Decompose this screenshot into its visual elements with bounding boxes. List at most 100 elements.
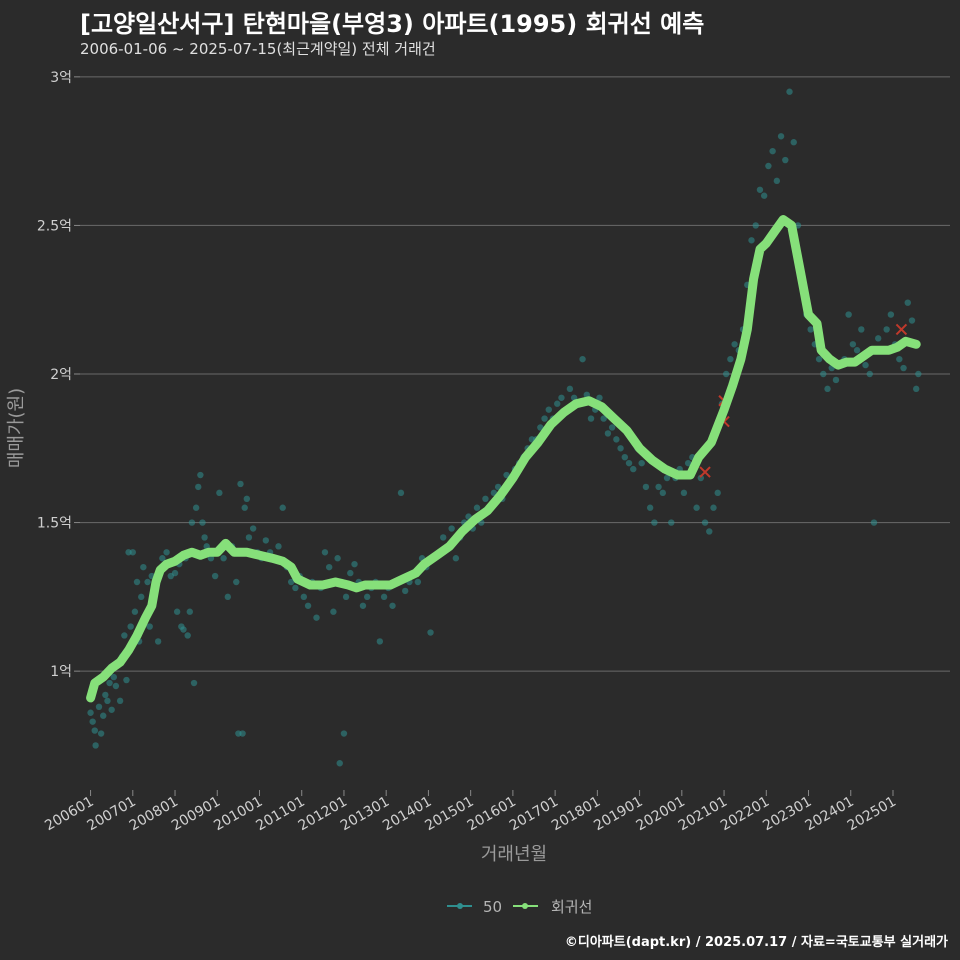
data-point [173, 608, 181, 615]
data-point [554, 400, 561, 407]
data-point [211, 572, 219, 580]
data-point [663, 474, 671, 482]
data-point [340, 730, 348, 737]
data-point [397, 489, 405, 497]
legend-swatch-line-dot [522, 903, 528, 909]
data-point [300, 593, 308, 601]
data-point [224, 593, 232, 601]
data-point [163, 549, 170, 556]
data-point [110, 673, 117, 681]
data-point [220, 555, 227, 562]
data-point [853, 347, 861, 354]
data-point [773, 177, 781, 185]
chart-title: [고양일산서구] 탄현마을(부영3) 아파트(1995) 회귀선 예측 [80, 10, 705, 38]
data-point [237, 480, 244, 488]
data-point [600, 415, 607, 422]
data-point [347, 569, 354, 577]
data-point [642, 483, 650, 491]
regression-line [86, 215, 921, 703]
data-point [613, 436, 620, 443]
data-point [786, 88, 793, 95]
data-point [638, 459, 645, 467]
data-point [336, 760, 343, 767]
data-point [184, 632, 191, 639]
data-point [279, 504, 286, 511]
data-point [313, 614, 320, 621]
data-point [97, 730, 105, 737]
data-point [440, 534, 447, 541]
data-point [900, 364, 907, 372]
data-point [321, 549, 329, 556]
y-tick-label: 2.5억 [37, 218, 72, 234]
y-axis-title: 매매가(원) [6, 388, 27, 468]
x-axis-title: 거래년월 [481, 844, 547, 865]
data-point [192, 504, 200, 511]
data-point [875, 335, 882, 342]
data-point [154, 638, 162, 645]
data-point [706, 528, 713, 535]
data-point [186, 608, 194, 615]
data-point [566, 385, 574, 393]
data-point [777, 133, 785, 140]
y-tick-label: 2억 [50, 367, 72, 383]
data-point [727, 355, 734, 363]
data-point [908, 317, 916, 324]
data-point [883, 326, 890, 333]
data-point [731, 341, 738, 348]
data-point [870, 519, 878, 526]
data-point [820, 370, 827, 378]
data-point [275, 543, 282, 550]
forecast-marker [699, 466, 711, 478]
data-point [722, 370, 730, 378]
data-point [815, 355, 823, 363]
data-point [896, 355, 903, 363]
data-point [849, 341, 857, 348]
data-point [401, 587, 409, 595]
data-point [769, 147, 776, 155]
data-point [199, 519, 206, 526]
data-point [414, 578, 422, 586]
data-point [604, 430, 612, 437]
data-point [824, 385, 831, 393]
data-point [587, 415, 595, 422]
data-point [92, 742, 99, 749]
data-point [201, 534, 208, 541]
data-point [292, 584, 299, 592]
data-point [913, 385, 920, 393]
legend: 50 회귀선 [447, 898, 592, 916]
data-point [100, 712, 107, 719]
data-point [655, 483, 662, 491]
data-point [752, 222, 759, 229]
data-point [121, 632, 128, 639]
data-point [790, 139, 797, 146]
data-point [866, 370, 873, 378]
data-point [245, 534, 253, 541]
data-point [87, 709, 94, 716]
data-point [887, 311, 895, 318]
data-point [832, 376, 840, 384]
y-tick-label: 1억 [50, 664, 72, 680]
data-point [748, 237, 755, 244]
data-point [680, 489, 688, 497]
data-point [608, 424, 616, 431]
data-point [241, 504, 248, 511]
footer-credit: ©디아파트(dapt.kr) / 2025.07.17 / 자료=국토교통부 실… [564, 935, 948, 950]
data-point [651, 519, 658, 526]
y-tick-label: 3억 [50, 70, 72, 86]
data-point [95, 703, 103, 710]
data-point [541, 415, 548, 422]
data-point [545, 406, 552, 413]
y-tick-label: 1.5억 [37, 516, 72, 532]
grid-lines [80, 76, 950, 672]
data-point [697, 474, 705, 482]
data-point [915, 370, 922, 378]
data-point [123, 676, 130, 684]
data-point [668, 519, 675, 526]
data-point [108, 706, 115, 713]
data-point [131, 608, 139, 615]
data-point [144, 578, 151, 586]
data-point [473, 504, 481, 511]
data-point [112, 682, 120, 690]
data-point [537, 424, 544, 431]
